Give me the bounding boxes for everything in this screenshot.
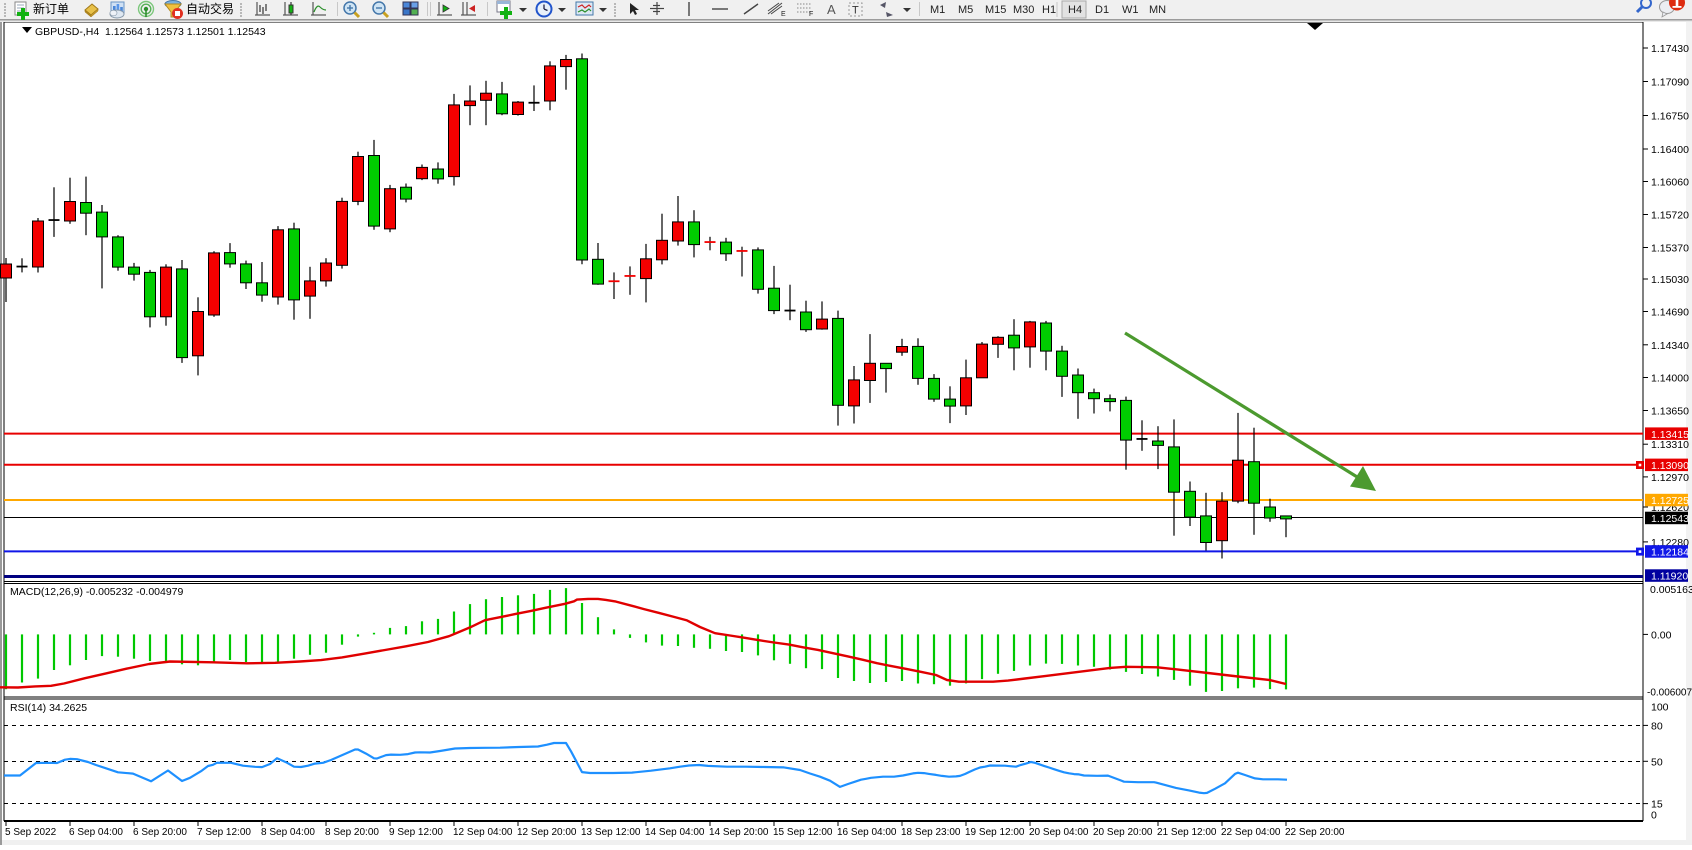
- svg-text:1.13310: 1.13310: [1651, 439, 1689, 451]
- svg-text:9 Sep 12:00: 9 Sep 12:00: [389, 827, 443, 838]
- svg-text:RSI(14) 34.2625: RSI(14) 34.2625: [10, 702, 87, 714]
- svg-text:T: T: [852, 5, 859, 17]
- svg-text:1.12970: 1.12970: [1651, 472, 1689, 484]
- svg-text:1.16400: 1.16400: [1651, 144, 1689, 156]
- svg-text:MACD(12,26,9) -0.005232 -0.004: MACD(12,26,9) -0.005232 -0.004979: [10, 586, 184, 598]
- svg-text:0: 0: [1651, 810, 1657, 822]
- svg-text:8 Sep 20:00: 8 Sep 20:00: [325, 827, 379, 838]
- svg-text:-0.006007: -0.006007: [1647, 687, 1692, 698]
- svg-text:15 Sep 12:00: 15 Sep 12:00: [773, 827, 833, 838]
- svg-text:1.14690: 1.14690: [1651, 307, 1689, 319]
- svg-text:100: 100: [1651, 702, 1669, 714]
- svg-text:19 Sep 12:00: 19 Sep 12:00: [965, 827, 1025, 838]
- svg-text:1.13415: 1.13415: [1651, 429, 1689, 441]
- svg-text:自动交易: 自动交易: [186, 1, 234, 16]
- svg-text:6 Sep 20:00: 6 Sep 20:00: [133, 827, 187, 838]
- svg-text:1.14000: 1.14000: [1651, 373, 1689, 385]
- svg-text:1.12184: 1.12184: [1651, 547, 1689, 559]
- svg-text:12 Sep 04:00: 12 Sep 04:00: [453, 827, 513, 838]
- svg-text:14 Sep 04:00: 14 Sep 04:00: [645, 827, 705, 838]
- svg-text:1.16060: 1.16060: [1651, 177, 1689, 189]
- svg-text:1.13650: 1.13650: [1651, 406, 1689, 418]
- svg-text:13 Sep 12:00: 13 Sep 12:00: [581, 827, 641, 838]
- svg-text:0.00: 0.00: [1651, 629, 1672, 641]
- svg-text:1.13090: 1.13090: [1651, 460, 1689, 472]
- svg-text:1.17090: 1.17090: [1651, 77, 1689, 89]
- svg-text:1.12725: 1.12725: [1651, 495, 1689, 507]
- svg-text:12 Sep 20:00: 12 Sep 20:00: [517, 827, 577, 838]
- svg-text:M1: M1: [930, 4, 945, 16]
- svg-text:0.005163: 0.005163: [1650, 584, 1692, 596]
- svg-text:20 Sep 04:00: 20 Sep 04:00: [1029, 827, 1089, 838]
- svg-text:A: A: [827, 2, 836, 17]
- svg-text:7 Sep 12:00: 7 Sep 12:00: [197, 827, 251, 838]
- svg-text:H4: H4: [1068, 4, 1082, 16]
- svg-text:50: 50: [1651, 756, 1663, 768]
- svg-text:1.15370: 1.15370: [1651, 243, 1689, 255]
- svg-text:1.17430: 1.17430: [1651, 43, 1689, 55]
- svg-text:16 Sep 04:00: 16 Sep 04:00: [837, 827, 897, 838]
- svg-text:14 Sep 20:00: 14 Sep 20:00: [709, 827, 769, 838]
- svg-text:M30: M30: [1013, 4, 1034, 16]
- svg-text:5 Sep 2022: 5 Sep 2022: [5, 827, 57, 838]
- svg-text:1.11920: 1.11920: [1651, 571, 1688, 583]
- svg-text:H1: H1: [1042, 4, 1056, 16]
- svg-text:22 Sep 20:00: 22 Sep 20:00: [1285, 827, 1345, 838]
- svg-text:新订单: 新订单: [33, 1, 69, 16]
- svg-text:1.15030: 1.15030: [1651, 274, 1689, 286]
- svg-text:8 Sep 04:00: 8 Sep 04:00: [261, 827, 315, 838]
- svg-text:1.15720: 1.15720: [1651, 210, 1689, 222]
- svg-text:MN: MN: [1149, 4, 1166, 16]
- svg-text:80: 80: [1651, 720, 1663, 732]
- svg-text:F: F: [809, 11, 813, 18]
- svg-text:1.14340: 1.14340: [1651, 340, 1689, 352]
- svg-text:6 Sep 04:00: 6 Sep 04:00: [69, 827, 123, 838]
- svg-text:22 Sep 04:00: 22 Sep 04:00: [1221, 827, 1281, 838]
- svg-text:1.12543: 1.12543: [1651, 513, 1689, 525]
- svg-text:M5: M5: [958, 4, 973, 16]
- svg-text:W1: W1: [1122, 4, 1139, 16]
- svg-text:D1: D1: [1095, 4, 1109, 16]
- svg-text:21 Sep 12:00: 21 Sep 12:00: [1157, 827, 1217, 838]
- svg-text:GBPUSD-,H4 1.12564 1.12573 1.: GBPUSD-,H4 1.12564 1.12573 1.12501 1.125…: [35, 26, 266, 38]
- svg-text:1.16750: 1.16750: [1651, 111, 1689, 123]
- svg-text:M15: M15: [985, 4, 1006, 16]
- svg-text:18 Sep 23:00: 18 Sep 23:00: [901, 827, 961, 838]
- svg-text:E: E: [781, 11, 786, 18]
- svg-text:15: 15: [1651, 799, 1663, 811]
- svg-text:20 Sep 20:00: 20 Sep 20:00: [1093, 827, 1153, 838]
